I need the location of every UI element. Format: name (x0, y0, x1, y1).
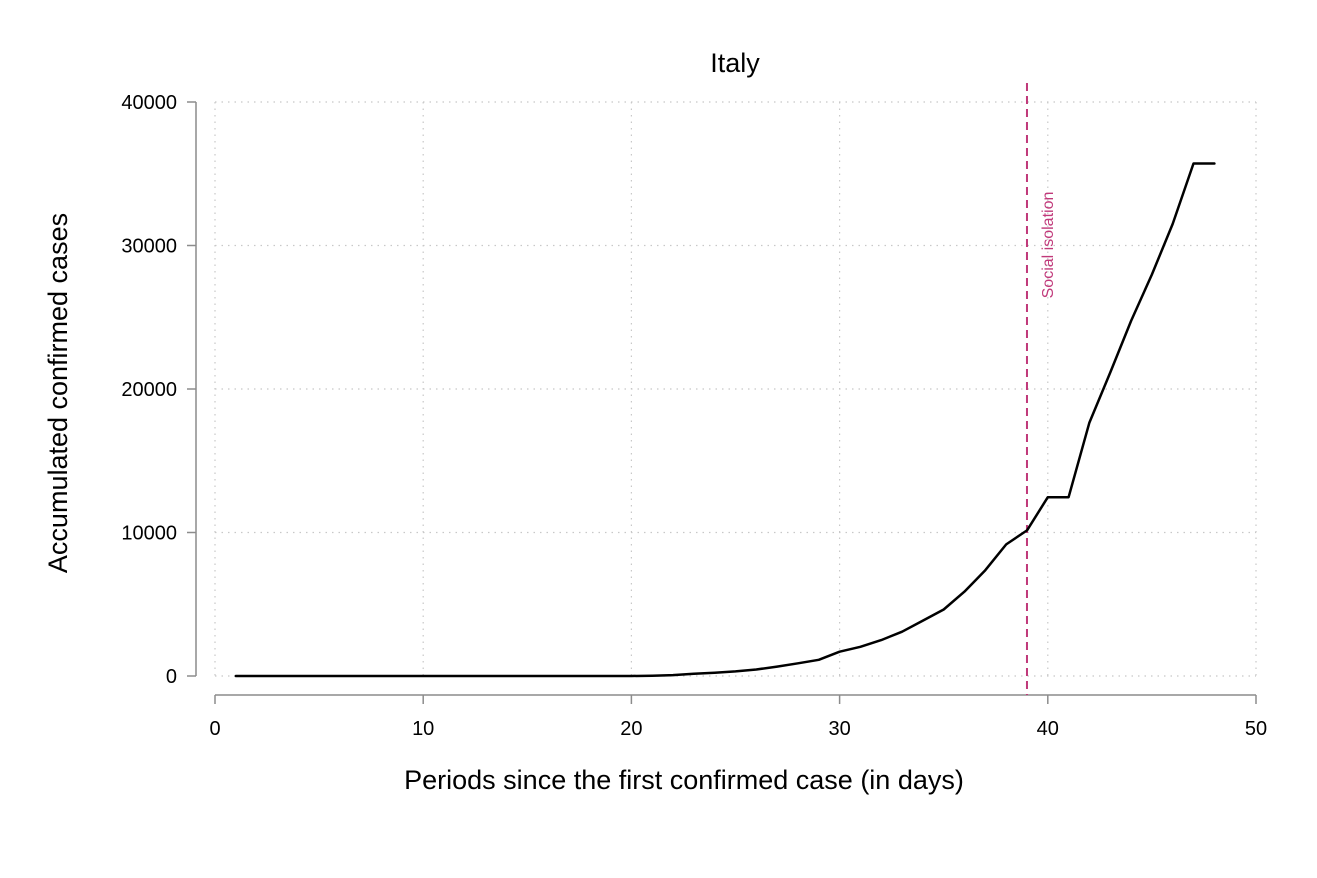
gridlines (214, 101, 1257, 677)
x-axis-label: Periods since the first confirmed case (… (404, 765, 964, 795)
x-tick-label: 20 (620, 718, 642, 740)
x-tick-label: 10 (412, 718, 434, 740)
x-ticks: 0 10 20 30 40 50 (209, 695, 1267, 740)
x-tick-label: 50 (1245, 718, 1267, 740)
y-tick-label: 0 (166, 666, 177, 688)
x-tick-label: 0 (209, 718, 220, 740)
series-line-0 (234, 162, 1216, 678)
chart-title: Italy (710, 48, 760, 78)
x-tick-label: 30 (828, 718, 850, 740)
axes (195, 102, 1256, 696)
series (234, 162, 1216, 678)
y-tick-label: 40000 (121, 92, 177, 114)
y-ticks: 0 10000 20000 30000 40000 (121, 92, 196, 688)
x-tick-label: 40 (1037, 718, 1059, 740)
y-tick-label: 10000 (121, 523, 177, 545)
y-tick-label: 20000 (121, 379, 177, 401)
y-tick-label: 30000 (121, 236, 177, 258)
annotations: Social isolation (1025, 83, 1057, 695)
y-axis-label: Accumulated confirmed cases (43, 213, 73, 573)
annotation-label: Social isolation (1040, 192, 1057, 299)
